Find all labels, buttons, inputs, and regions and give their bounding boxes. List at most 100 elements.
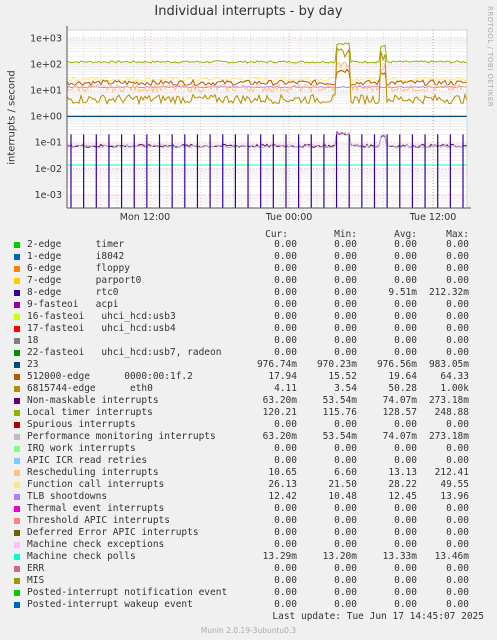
legend-avg: 74.07m	[382, 431, 417, 442]
legend-cur: 0.00	[274, 503, 297, 514]
legend-row: 1-edge i8042 0.00 0.00 0.00 0.00	[0, 251, 497, 263]
legend-swatch	[14, 518, 20, 524]
legend-avg: 0.00	[394, 563, 417, 574]
legend-row: Performance monitoring interrupts 63.20m 5…	[0, 431, 497, 443]
legend-max: 248.88	[434, 407, 469, 418]
legend-min: 3.54	[334, 383, 357, 394]
legend-cur: 0.00	[274, 527, 297, 538]
legend-max: 0.00	[446, 263, 469, 274]
legend-avg: 0.00	[394, 347, 417, 358]
y-tick-label: 1e-02	[35, 164, 62, 175]
legend-swatch	[14, 290, 20, 296]
legend-row: Deferred Error APIC interrupts 0.00 0.00 0.…	[0, 527, 497, 539]
legend-label: 16-fasteoi uhci_hcd:usb3	[27, 311, 176, 322]
legend-max: 0.00	[446, 587, 469, 598]
legend-avg: 0.00	[394, 527, 417, 538]
legend-avg: 13.33m	[382, 551, 417, 562]
legend-min: 0.00	[334, 443, 357, 454]
legend-swatch	[14, 554, 20, 560]
series-function-call	[66, 68, 468, 82]
legend-swatch	[14, 266, 20, 272]
legend-avg: 0.00	[394, 539, 417, 550]
legend-max: 0.00	[446, 335, 469, 346]
legend-avg: 0.00	[394, 587, 417, 598]
legend-max: 0.00	[446, 539, 469, 550]
legend-avg: 0.00	[394, 599, 417, 610]
legend-cur: 12.42	[268, 491, 297, 502]
legend-cur: 0.00	[274, 575, 297, 586]
legend-swatch	[14, 254, 20, 260]
y-tick-label: 1e-01	[35, 138, 62, 149]
series-edge-512000	[66, 68, 468, 87]
legend-row: TLB shootdowns 12.42 10.48 12.45 13.96	[0, 491, 497, 503]
legend-cur: 0.00	[274, 287, 297, 298]
legend-row: Spurious interrupts 0.00 0.00 0.00 0.00	[0, 419, 497, 431]
legend-avg: 0.00	[394, 419, 417, 430]
legend-max: 0.00	[446, 563, 469, 574]
legend-avg: 0.00	[394, 335, 417, 346]
legend-swatch	[14, 398, 20, 404]
legend-label: Deferred Error APIC interrupts	[27, 527, 199, 538]
legend-label: Thermal event interrupts	[27, 503, 165, 514]
legend-max: 212.32m	[428, 287, 469, 298]
legend-swatch	[14, 494, 20, 500]
legend-label: Machine check polls	[27, 551, 136, 562]
legend-min: 15.52	[328, 371, 357, 382]
legend-avg: 50.28	[388, 383, 417, 394]
legend-avg: 0.00	[394, 575, 417, 586]
legend-label: 6815744-edge eth0	[27, 383, 153, 394]
legend-row: 6815744-edge eth0 4.11 3.54 50.28 1.00k	[0, 383, 497, 395]
legend-min: 115.76	[322, 407, 357, 418]
legend-max: 1.00k	[440, 383, 469, 394]
legend-min: 0.00	[334, 347, 357, 358]
legend-min: 53.54m	[322, 395, 357, 406]
y-tick-label: 1e+00	[30, 112, 62, 123]
legend-avg: 13.13	[388, 467, 417, 478]
legend-row: ERR 0.00 0.00 0.00 0.00	[0, 563, 497, 575]
legend-cur: 120.21	[262, 407, 297, 418]
series-local-timer	[66, 42, 468, 64]
legend-swatch	[14, 458, 20, 464]
legend-label: Rescheduling interrupts	[27, 467, 159, 478]
x-tick-label: Tue 12:00	[409, 212, 457, 223]
legend-min: 0.00	[334, 251, 357, 262]
legend-max: 64.33	[440, 371, 469, 382]
last-update: Last update: Tue Jun 17 14:45:07 2025	[272, 611, 484, 622]
legend-max: 13.46m	[434, 551, 469, 562]
legend-min: 0.00	[334, 299, 357, 310]
legend-label: Machine check exceptions	[27, 539, 165, 550]
legend-label: ERR	[27, 563, 45, 574]
legend-cur: 0.00	[274, 239, 297, 250]
legend-max: 0.00	[446, 443, 469, 454]
legend-min: 13.20m	[322, 551, 357, 562]
legend-swatch	[14, 590, 20, 596]
legend-label: Posted-interrupt wakeup event	[27, 599, 193, 610]
col-max: Max:	[446, 229, 469, 240]
legend-max: 0.00	[446, 455, 469, 466]
legend-row: 8-edge rtc0 0.00 0.00 9.51m 212.32m	[0, 287, 497, 299]
legend-swatch	[14, 602, 20, 608]
legend-label: Local timer interrupts	[27, 407, 153, 418]
legend: 2-edge timer 0.00 0.00 0.00 0.00 1-edge i8042…	[0, 239, 497, 611]
y-tick-label: 1e-03	[35, 190, 62, 201]
legend-max: 0.00	[446, 251, 469, 262]
legend-avg: 0.00	[394, 455, 417, 466]
col-avg: Avg:	[394, 229, 417, 240]
legend-avg: 0.00	[394, 311, 417, 322]
legend-swatch	[14, 482, 20, 488]
legend-cur: 10.65	[268, 467, 297, 478]
x-tick-label: Tue 00:00	[265, 212, 313, 223]
legend-avg: 19.64	[388, 371, 417, 382]
legend-min: 6.60	[334, 467, 357, 478]
legend-max: 0.00	[446, 239, 469, 250]
legend-min: 0.00	[334, 287, 357, 298]
legend-avg: 12.45	[388, 491, 417, 502]
legend-max: 212.41	[434, 467, 469, 478]
legend-label: 512000-edge 0000:00:1f.2	[27, 371, 193, 382]
legend-max: 273.18m	[428, 395, 469, 406]
legend-label: MIS	[27, 575, 45, 586]
legend-avg: 0.00	[394, 251, 417, 262]
legend-cur: 0.00	[274, 455, 297, 466]
chart-title: Individual interrupts - by day	[154, 4, 343, 19]
legend-swatch	[14, 578, 20, 584]
